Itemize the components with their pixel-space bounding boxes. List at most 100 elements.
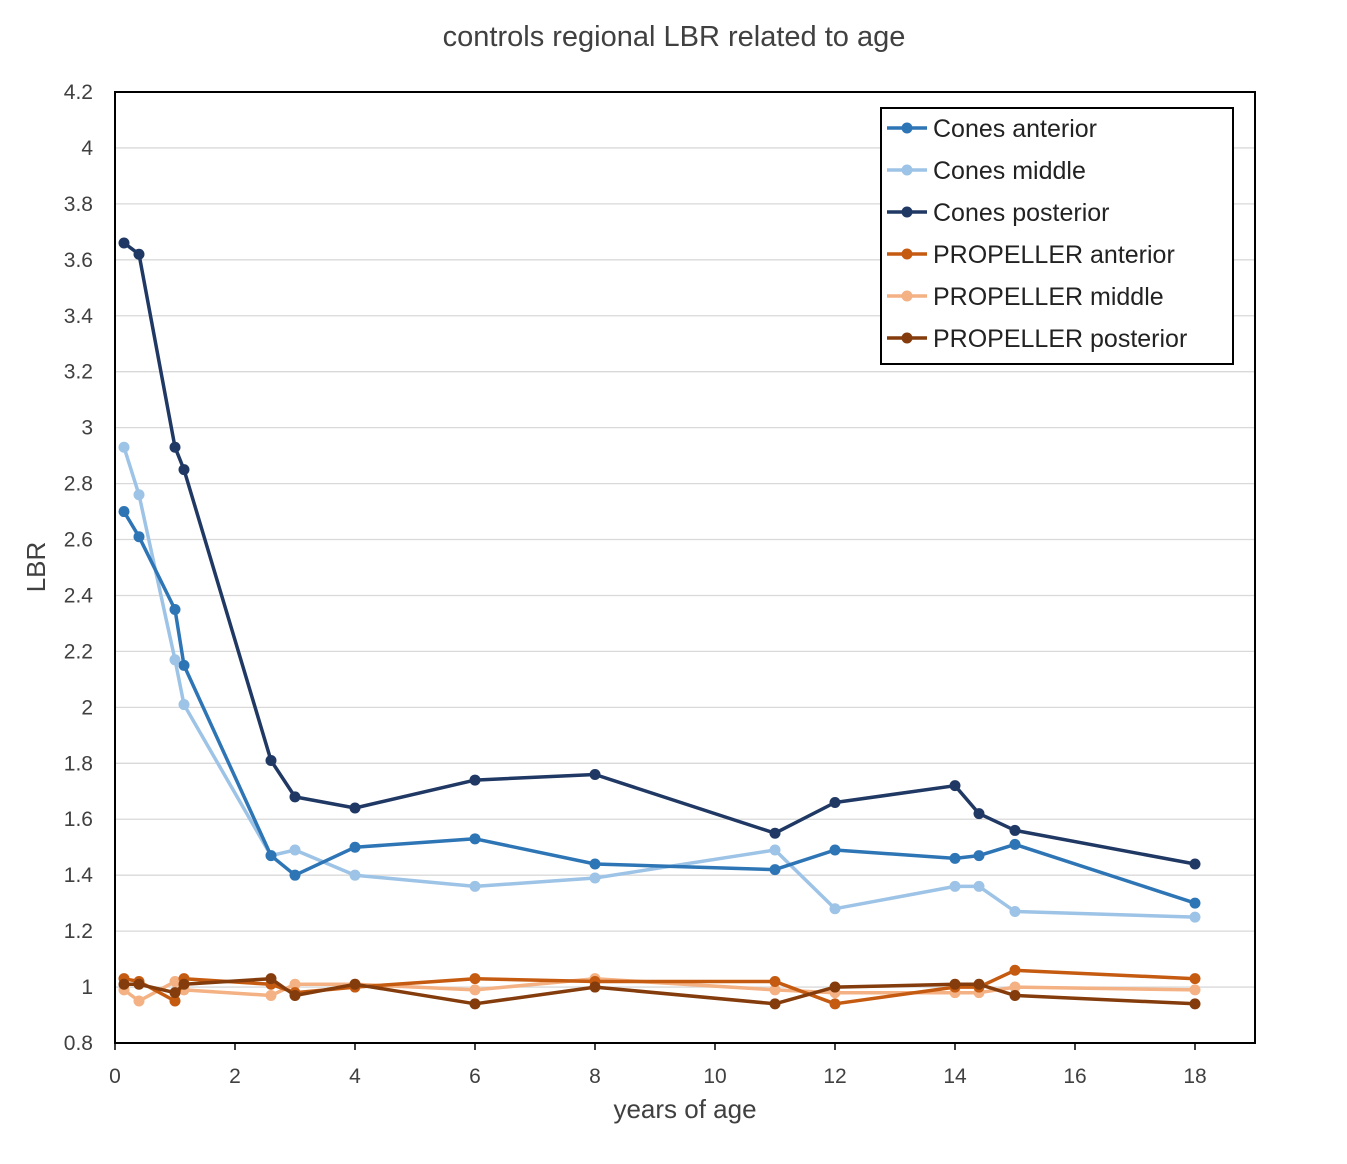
data-point: [829, 981, 841, 993]
data-point: [1009, 989, 1021, 1001]
x-tick-label: 16: [1063, 1065, 1086, 1088]
data-point: [1009, 838, 1021, 850]
data-point: [133, 978, 145, 990]
series-cones-posterior: [118, 237, 1201, 870]
x-tick-label: 6: [469, 1065, 481, 1088]
data-point: [169, 603, 181, 615]
y-tick-label: 2: [81, 696, 93, 719]
data-point: [973, 850, 985, 862]
x-tick-label: 10: [703, 1065, 726, 1088]
x-tick-label: 12: [823, 1065, 846, 1088]
data-point: [169, 654, 181, 666]
legend-swatch-marker: [901, 122, 913, 134]
data-point: [1009, 906, 1021, 918]
legend-label: PROPELLER posterior: [933, 325, 1187, 353]
legend-item: PROPELLER middle: [887, 283, 1164, 311]
data-point: [973, 880, 985, 892]
data-point: [118, 237, 130, 249]
data-point: [829, 903, 841, 915]
data-point: [769, 827, 781, 839]
y-tick-label: 1.8: [64, 752, 93, 775]
legend-label: PROPELLER anterior: [933, 241, 1175, 269]
data-point: [1189, 911, 1201, 923]
data-point: [589, 872, 601, 884]
data-point: [169, 975, 181, 987]
legend-item: PROPELLER posterior: [887, 325, 1187, 353]
legend-item: Cones anterior: [887, 115, 1097, 143]
data-point: [829, 998, 841, 1010]
data-point: [469, 774, 481, 786]
data-point: [1009, 824, 1021, 836]
legend-item: Cones middle: [887, 157, 1086, 185]
legend-swatch-marker: [901, 332, 913, 344]
data-point: [949, 780, 961, 792]
legend-item: Cones posterior: [887, 199, 1109, 227]
data-point: [265, 754, 277, 766]
x-tick-label: 14: [943, 1065, 967, 1088]
legend-swatch-marker: [901, 164, 913, 176]
data-point: [265, 989, 277, 1001]
legend-swatch-marker: [901, 206, 913, 218]
series-cones-middle: [118, 441, 1201, 923]
x-tick-label: 18: [1183, 1065, 1206, 1088]
data-point: [265, 973, 277, 985]
x-axis-title: years of age: [613, 1094, 756, 1124]
data-point: [829, 844, 841, 856]
plot-frame: [114, 91, 1256, 1044]
legend-label: PROPELLER middle: [933, 283, 1164, 311]
x-tick-label: 8: [589, 1065, 601, 1088]
data-point: [169, 441, 181, 453]
data-point: [769, 984, 781, 996]
y-tick-label: 4: [81, 137, 93, 160]
data-point: [469, 833, 481, 845]
legend-item: PROPELLER anterior: [887, 241, 1175, 269]
y-tick-label: 3.6: [64, 249, 93, 272]
x-axis-ticks: 0 2 4 6 8 10 12 14 16 18: [109, 1043, 1207, 1088]
data-point: [589, 768, 601, 780]
y-tick-label: 2.4: [64, 584, 94, 607]
y-tick-label: 2.6: [64, 529, 93, 552]
x-tick-label: 2: [229, 1065, 241, 1088]
data-point: [289, 791, 301, 803]
data-point: [178, 464, 190, 476]
data-point: [1009, 964, 1021, 976]
data-point: [133, 995, 145, 1007]
data-point: [289, 869, 301, 881]
data-point: [289, 978, 301, 990]
series-cones-anterior: [118, 506, 1201, 909]
series-propeller-posterior: [118, 973, 1201, 1010]
data-point: [178, 699, 190, 711]
data-point: [133, 248, 145, 260]
legend: Cones anterior Cones middle Cones posterio…: [880, 107, 1234, 365]
data-point: [829, 796, 841, 808]
x-tick-label: 4: [349, 1065, 361, 1088]
data-point: [169, 995, 181, 1007]
y-tick-label: 3.8: [64, 193, 93, 216]
data-point: [1189, 897, 1201, 909]
y-tick-label: 2.8: [64, 473, 93, 496]
data-point: [589, 858, 601, 870]
data-point: [178, 978, 190, 990]
y-tick-label: 1.2: [64, 920, 93, 943]
y-tick-label: 3: [81, 417, 93, 440]
series-layer: [118, 237, 1201, 1010]
legend-swatch-marker: [901, 290, 913, 302]
data-point: [1189, 998, 1201, 1010]
data-point: [949, 852, 961, 864]
y-axis-ticks: 0.8 1 1.2 1.4 1.6 1.8 2 2.2 2.4 2.6 2.8 3 3.2 3.4 3.6 3…: [64, 81, 94, 1055]
data-point: [589, 981, 601, 993]
data-point: [118, 978, 130, 990]
x-tick-label: 0: [109, 1065, 121, 1088]
data-point: [169, 987, 181, 999]
data-point: [1189, 984, 1201, 996]
y-tick-label: 1.4: [64, 864, 94, 887]
y-tick-label: 1.6: [64, 808, 93, 831]
data-point: [349, 978, 361, 990]
series-line-cones-middle: [122, 446, 1196, 919]
data-point: [118, 506, 130, 518]
data-point: [178, 659, 190, 671]
y-tick-label: 2.2: [64, 640, 93, 663]
legend-label: Cones anterior: [933, 115, 1097, 143]
data-point: [769, 844, 781, 856]
